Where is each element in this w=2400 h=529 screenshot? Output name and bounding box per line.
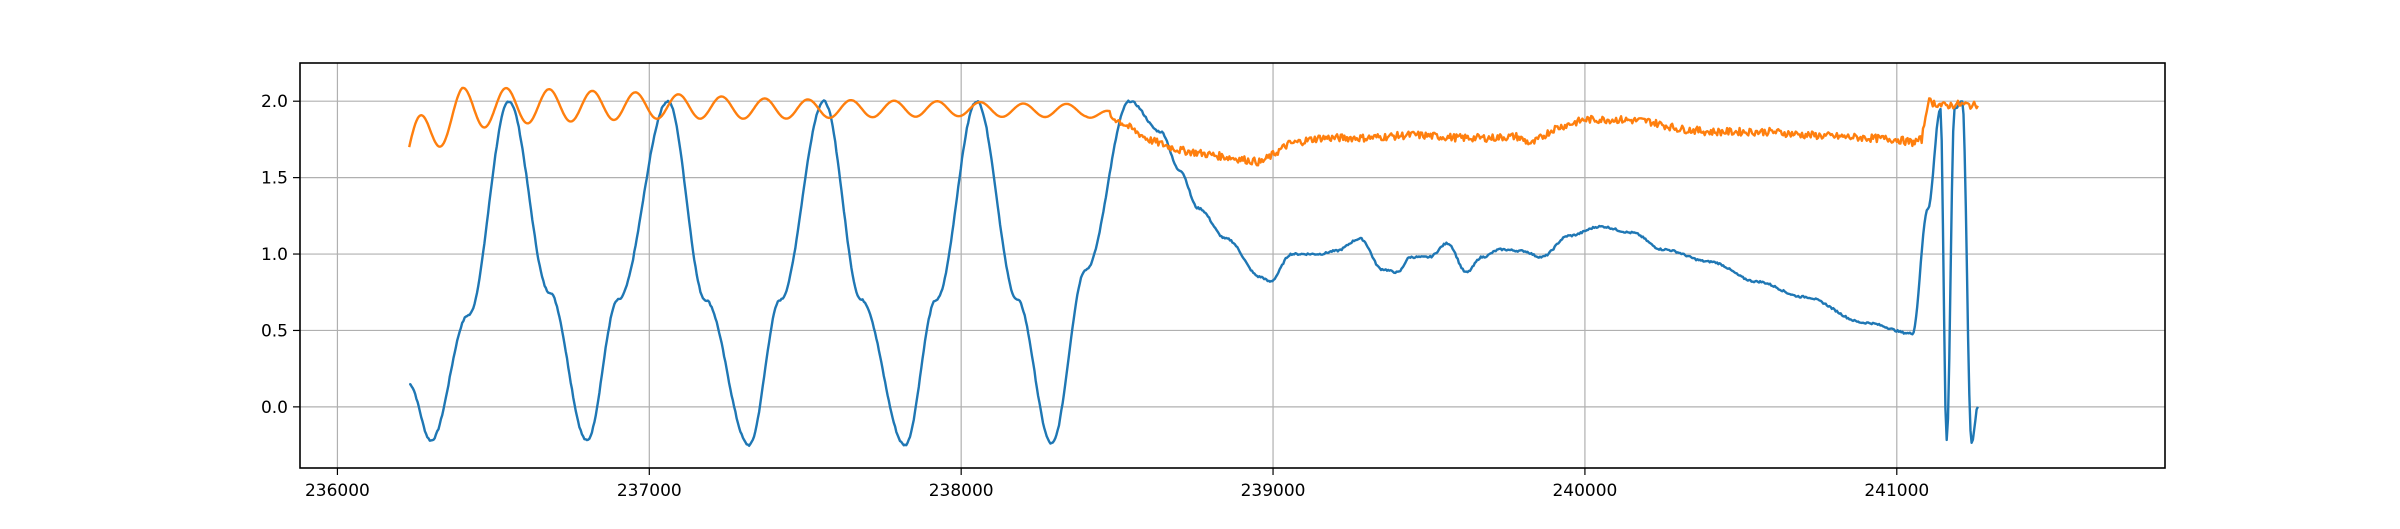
grid-lines: [300, 63, 2165, 468]
y-tick-label: 0.5: [261, 321, 288, 341]
y-tick-label: 0.0: [261, 398, 288, 418]
x-tick-label: 238000: [929, 481, 994, 501]
x-tick-label: 241000: [1864, 481, 1929, 501]
axis-ticks: 236000 237000 238000 239000 240000 241000 0.0 0…: [261, 92, 1929, 501]
x-tick-label: 237000: [617, 481, 682, 501]
series-line-2: [408, 86, 1979, 167]
y-tick-label: 2.0: [261, 92, 288, 112]
x-tick-label: 240000: [1552, 481, 1617, 501]
y-tick-label: 1.5: [261, 169, 288, 189]
x-tick-label: 239000: [1241, 481, 1306, 501]
plot-frame: [299, 62, 2166, 469]
x-tick-label: 236000: [305, 481, 370, 501]
series-lines: [408, 86, 1979, 447]
y-tick-label: 1.0: [261, 245, 288, 265]
series-line-1: [408, 99, 1979, 447]
